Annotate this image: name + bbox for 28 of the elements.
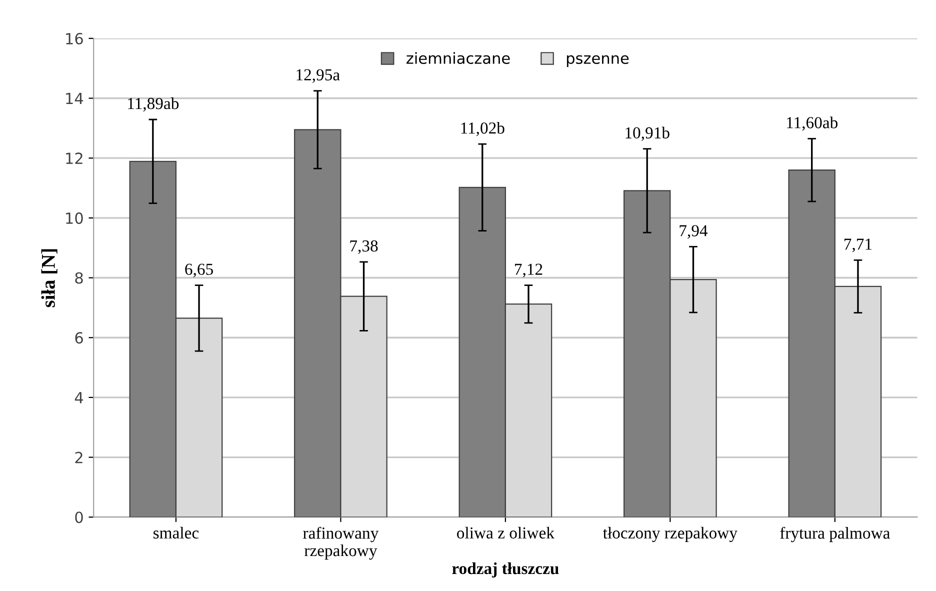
y-tick-label: 4 bbox=[74, 392, 84, 404]
x-axis-title: rodzaj tłuszczu bbox=[452, 562, 559, 578]
data-label: 6,65 bbox=[185, 264, 213, 278]
y-tick-label: 8 bbox=[75, 272, 83, 284]
x-tick-label: tłoczony rzepakowy bbox=[603, 526, 738, 542]
data-label: 11,60ab bbox=[787, 116, 838, 131]
y-tick-label: 0 bbox=[75, 512, 83, 524]
data-label: 7,71 bbox=[844, 238, 872, 252]
y-axis-title: siła [N] bbox=[41, 249, 58, 308]
y-tick-label: 16 bbox=[66, 32, 83, 44]
legend-label: pszenne bbox=[566, 55, 629, 67]
x-tick-label: frytura palmowa bbox=[780, 526, 890, 542]
data-label: 10,91b bbox=[626, 126, 670, 141]
data-label: 12,95a bbox=[296, 69, 340, 83]
y-tick-label: 6 bbox=[75, 332, 83, 344]
legend-label: ziemniaczane bbox=[406, 52, 510, 64]
y-tick-label: 2 bbox=[75, 452, 82, 464]
y-tick-label: 12 bbox=[66, 152, 82, 164]
data-label: 11,02b bbox=[461, 122, 504, 136]
data-label: 11,89ab bbox=[128, 97, 179, 112]
x-tick-label: rafinowany rzepakowy bbox=[303, 526, 379, 560]
x-tick-label: smalec bbox=[154, 526, 199, 539]
y-tick-label: 10 bbox=[66, 212, 83, 224]
x-tick-label: oliwa z oliwek bbox=[457, 526, 554, 539]
data-label: 7,12 bbox=[515, 264, 542, 278]
data-label: 7,38 bbox=[350, 240, 378, 254]
y-tick-label: 14 bbox=[66, 92, 84, 104]
data-label: 7,94 bbox=[680, 225, 708, 239]
